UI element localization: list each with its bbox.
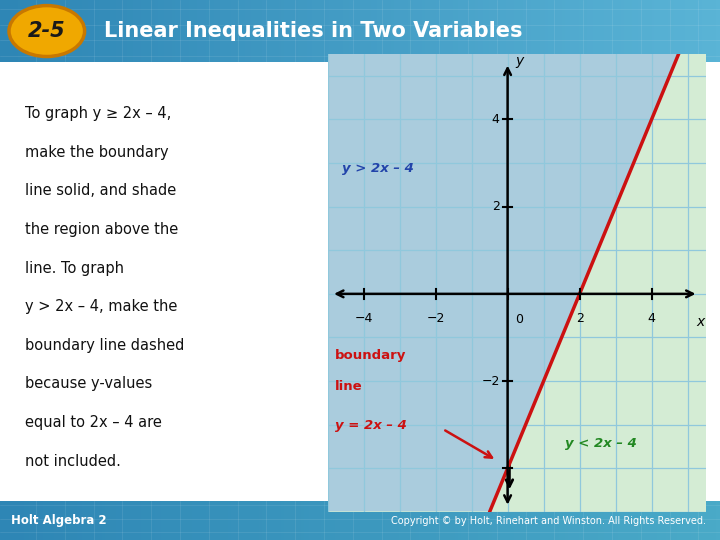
- Text: 2: 2: [576, 312, 583, 325]
- Text: line solid, and shade: line solid, and shade: [25, 183, 176, 198]
- Text: 0: 0: [516, 314, 523, 327]
- Text: because y-values: because y-values: [25, 376, 153, 392]
- Ellipse shape: [9, 5, 85, 57]
- Text: −2: −2: [426, 312, 445, 325]
- Text: make the boundary: make the boundary: [25, 145, 168, 160]
- Text: To graph y ≥ 2x – 4,: To graph y ≥ 2x – 4,: [25, 106, 171, 121]
- Text: y < 2x – 4: y < 2x – 4: [565, 436, 637, 449]
- Text: line. To graph: line. To graph: [25, 260, 125, 275]
- Text: line: line: [335, 380, 362, 393]
- Text: 4: 4: [648, 312, 655, 325]
- Text: boundary line dashed: boundary line dashed: [25, 338, 184, 353]
- Text: 4: 4: [492, 113, 500, 126]
- Text: Linear Inequalities in Two Variables: Linear Inequalities in Two Variables: [104, 21, 523, 41]
- Text: equal to 2x – 4 are: equal to 2x – 4 are: [25, 415, 162, 430]
- Text: −4: −4: [354, 312, 373, 325]
- Text: y > 2x – 4: y > 2x – 4: [342, 162, 414, 175]
- Text: −2: −2: [481, 375, 500, 388]
- Text: the region above the: the region above the: [25, 222, 179, 237]
- Text: x: x: [696, 315, 704, 329]
- Text: Copyright © by Holt, Rinehart and Winston. All Rights Reserved.: Copyright © by Holt, Rinehart and Winsto…: [391, 516, 706, 525]
- Text: y = 2x – 4: y = 2x – 4: [335, 419, 407, 432]
- Text: boundary: boundary: [335, 349, 406, 362]
- Text: y > 2x – 4, make the: y > 2x – 4, make the: [25, 299, 178, 314]
- Text: 2: 2: [492, 200, 500, 213]
- Text: Holt Algebra 2: Holt Algebra 2: [11, 514, 107, 527]
- Text: not included.: not included.: [25, 454, 121, 469]
- Text: 2-5: 2-5: [28, 21, 66, 41]
- Text: y: y: [516, 53, 523, 68]
